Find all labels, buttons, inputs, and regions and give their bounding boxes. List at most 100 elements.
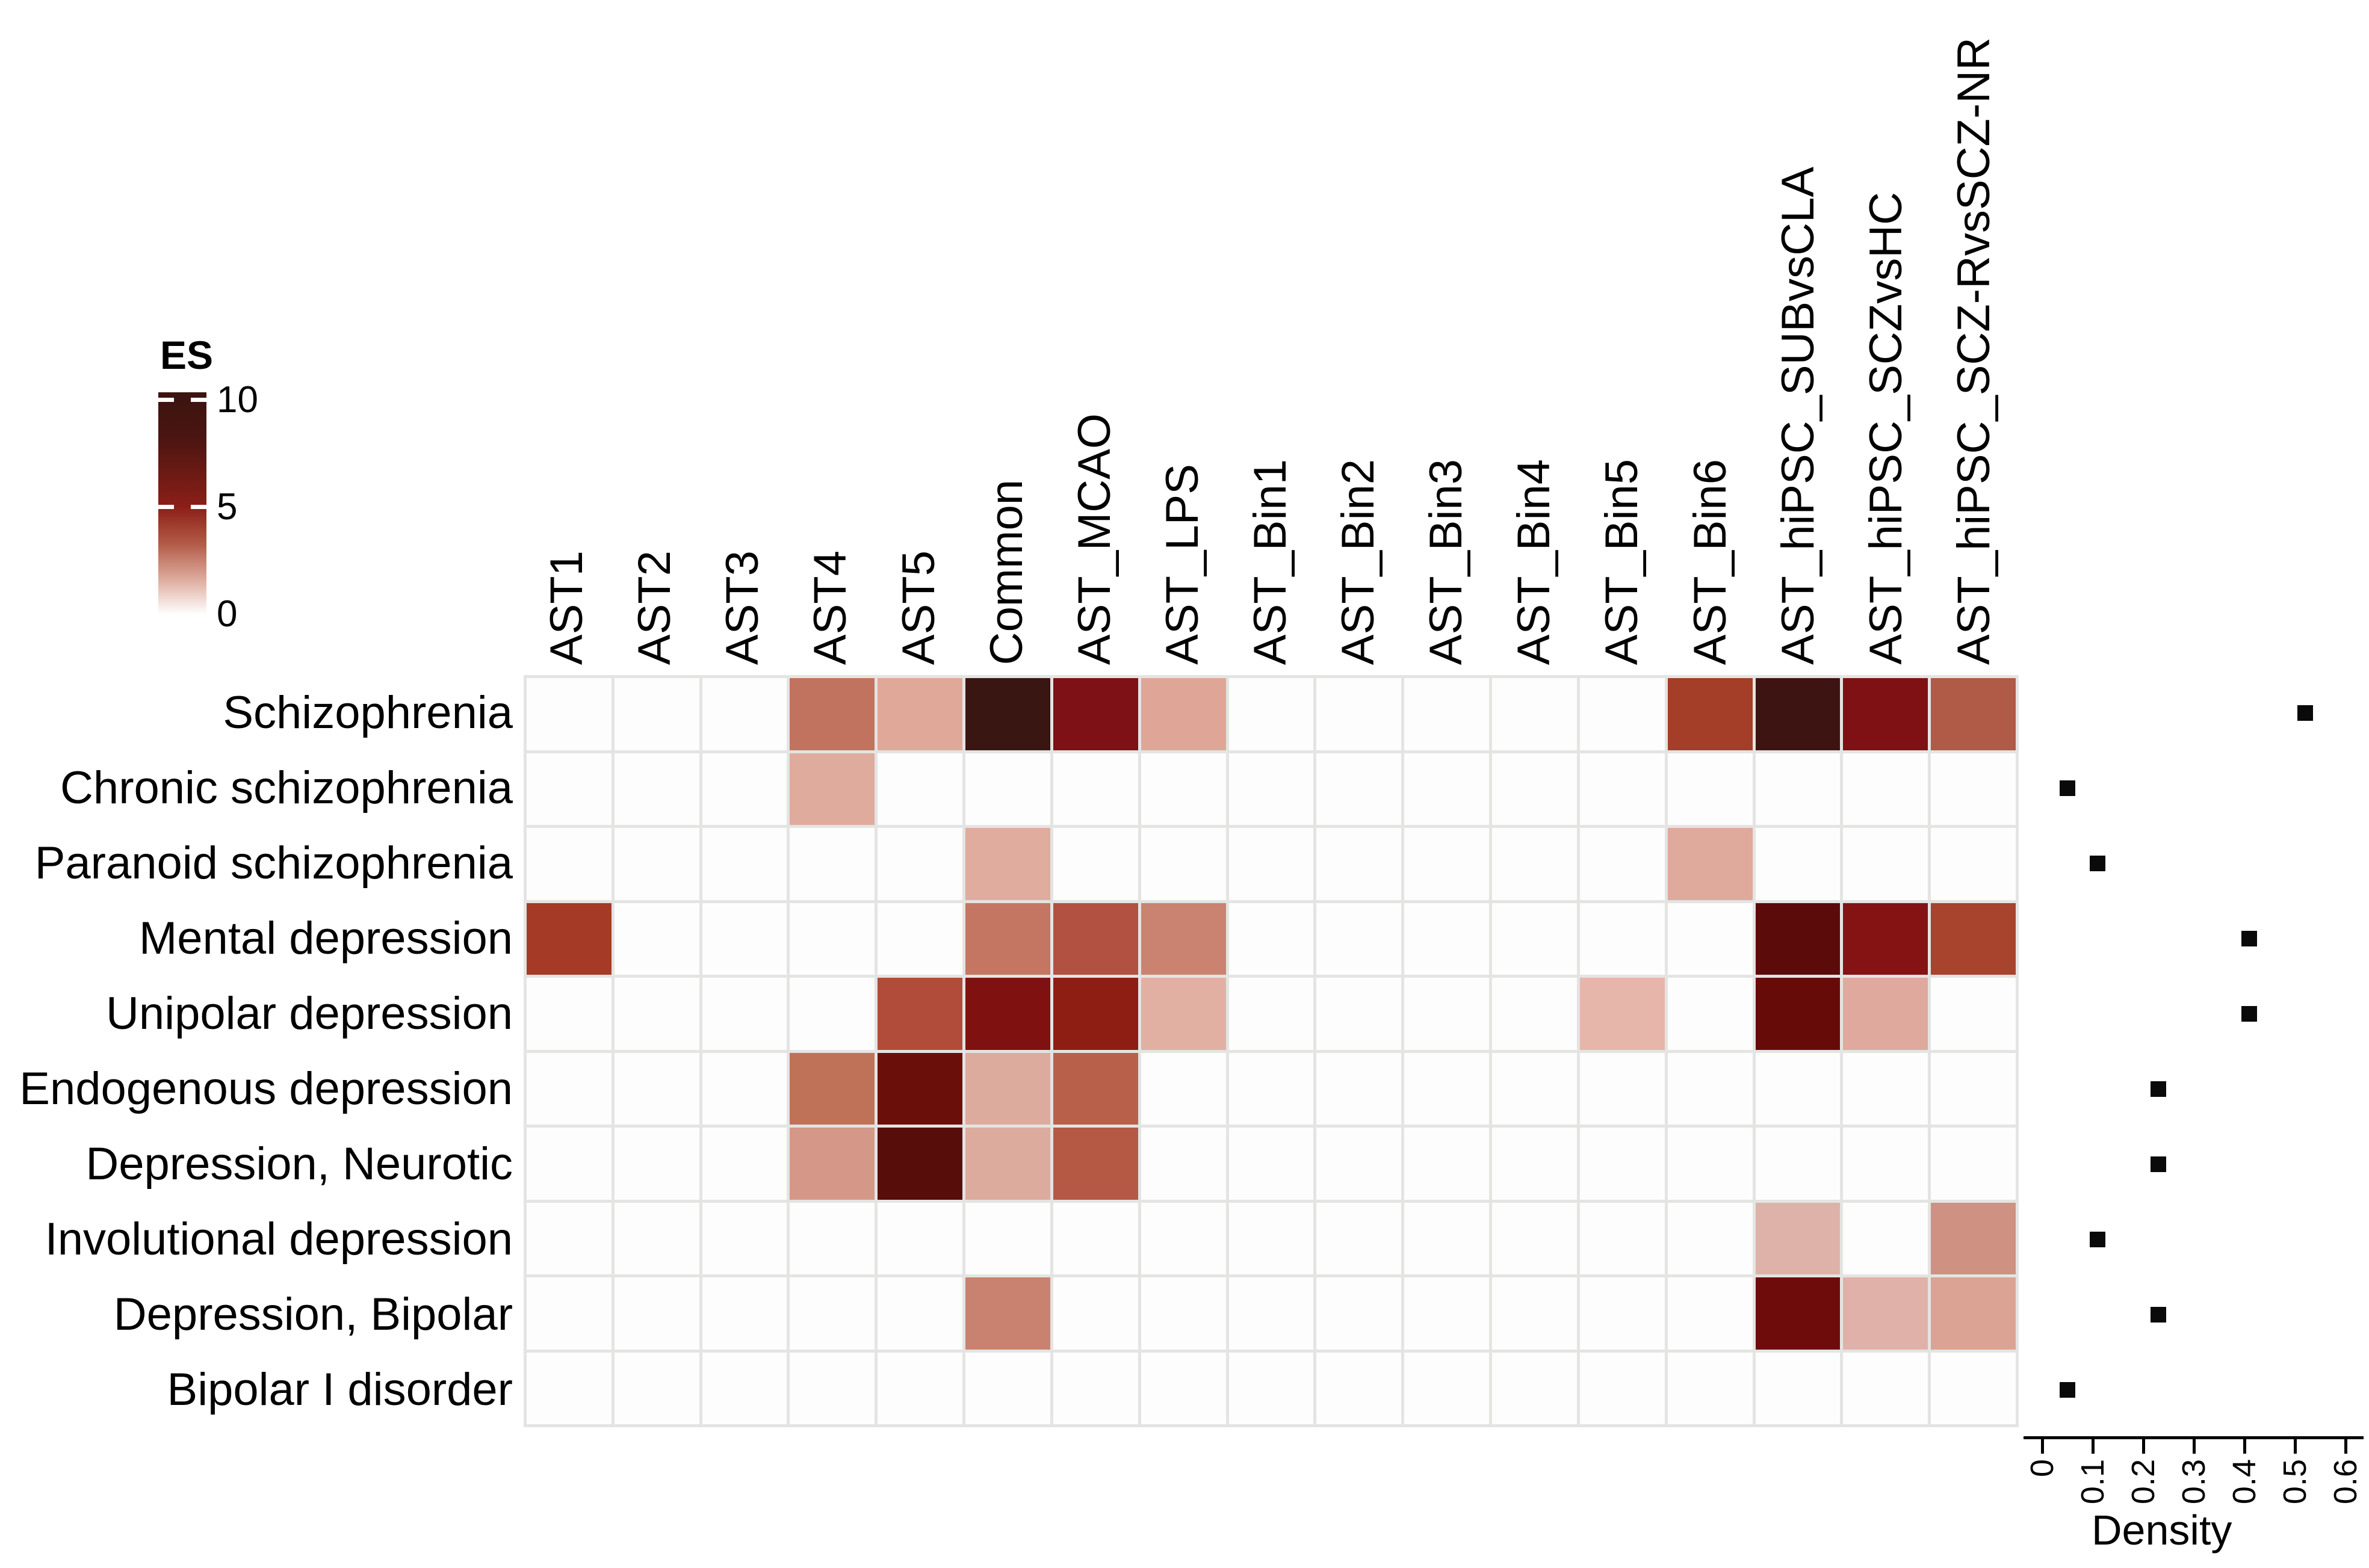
heatmap-cell [1404, 828, 1490, 900]
heatmap-cell [1316, 1128, 1402, 1200]
heatmap-cell [1755, 978, 1841, 1050]
heatmap-cell [1931, 903, 2016, 975]
heatmap-cell [1755, 1277, 1841, 1350]
heatmap-cell [1053, 1202, 1138, 1274]
heatmap-cell [1228, 1202, 1314, 1274]
heatmap-cell [878, 1202, 963, 1274]
heatmap-cell [1843, 753, 1928, 825]
heatmap-cell [1228, 903, 1314, 975]
density-axis [2024, 1436, 2364, 1439]
heatmap-cell [790, 753, 875, 825]
heatmap-cell [527, 1128, 612, 1200]
heatmap-cell [1141, 1277, 1226, 1350]
density-point [2241, 930, 2258, 946]
heatmap-cell [702, 828, 787, 900]
column-label: AST_Bin2 [1333, 458, 1384, 665]
row-label: Paranoid schizophrenia [34, 837, 513, 889]
heatmap-cell [965, 1202, 1050, 1274]
heatmap-cell [1755, 678, 1841, 750]
heatmap-cell [1404, 1128, 1490, 1200]
density-point [2151, 1081, 2167, 1097]
density-tick [2092, 1438, 2095, 1454]
heatmap-cell [1316, 978, 1402, 1050]
heatmap-cell [1579, 1128, 1665, 1200]
heatmap-cell [1053, 1352, 1138, 1424]
heatmap-cell [1141, 1202, 1226, 1274]
row-label: Unipolar depression [106, 987, 513, 1039]
heatmap-cell [790, 978, 875, 1050]
heatmap-cell [527, 1277, 612, 1350]
heatmap-cell [702, 1202, 787, 1274]
heatmap-cell [965, 1052, 1050, 1125]
legend-tick-mark [191, 397, 206, 402]
column-label: AST_Bin3 [1420, 458, 1472, 665]
row-label: Schizophrenia [223, 687, 513, 738]
heatmap-cell [1053, 828, 1138, 900]
heatmap-cell [527, 678, 612, 750]
heatmap-cell [1053, 1128, 1138, 1200]
heatmap-cell [1843, 1352, 1928, 1424]
column-label: AST_Bin5 [1596, 458, 1648, 665]
heatmap-cell [1843, 828, 1928, 900]
heatmap-cell [1931, 1128, 2016, 1200]
heatmap-cell [614, 1352, 699, 1424]
heatmap-cell [527, 828, 612, 900]
heatmap-cell [1492, 753, 1577, 825]
heatmap-cell [878, 1352, 963, 1424]
legend-tick-mark [191, 505, 206, 510]
row-label: Depression, Neurotic [85, 1138, 513, 1190]
heatmap-cell [1755, 1128, 1841, 1200]
heatmap-cell [1843, 1277, 1928, 1350]
row-label: Depression, Bipolar [113, 1288, 513, 1340]
heatmap-cell [790, 678, 875, 750]
legend-tick-label: 5 [217, 486, 238, 528]
heatmap-cell [1404, 678, 1490, 750]
legend-title: ES [160, 333, 214, 377]
heatmap-cell [1228, 678, 1314, 750]
heatmap-cell [1228, 753, 1314, 825]
heatmap-cell [1492, 903, 1577, 975]
heatmap-cell [1667, 978, 1753, 1050]
heatmap-cell [1579, 903, 1665, 975]
density-axis-label: Density [2092, 1507, 2232, 1554]
row-label: Mental depression [138, 912, 513, 964]
heatmap-cell [1492, 678, 1577, 750]
heatmap-cell [1755, 1352, 1841, 1424]
heatmap-cell [614, 903, 699, 975]
heatmap-cell [1228, 1352, 1314, 1424]
heatmap-cell [1492, 1277, 1577, 1350]
heatmap-cell [1053, 903, 1138, 975]
heatmap-cell [1053, 678, 1138, 750]
heatmap-cell [1931, 753, 2016, 825]
heatmap-cell [1579, 978, 1665, 1050]
heatmap-cell [614, 1277, 699, 1350]
heatmap-cell [1404, 1277, 1490, 1350]
heatmap-cell [614, 753, 699, 825]
heatmap-cell [1843, 1128, 1928, 1200]
heatmap-cell [1667, 1052, 1753, 1125]
heatmap-cell [878, 1128, 963, 1200]
density-tick [2294, 1438, 2297, 1454]
heatmap-cell [1404, 978, 1490, 1050]
heatmap-cell [614, 1202, 699, 1274]
density-tick-label: 0.3 [2176, 1459, 2212, 1505]
legend-tick-label: 0 [217, 593, 238, 635]
column-label: AST3 [717, 550, 769, 665]
density-tick [2243, 1438, 2246, 1454]
density-tick-label: 0.6 [2327, 1459, 2364, 1505]
heatmap-cell [790, 1052, 875, 1125]
heatmap-cell [527, 1052, 612, 1125]
heatmap-cell [614, 678, 699, 750]
heatmap-cell [1579, 1277, 1665, 1350]
heatmap-cell [1579, 678, 1665, 750]
heatmap-cell [527, 1352, 612, 1424]
heatmap-cell [1316, 753, 1402, 825]
heatmap-cell [1141, 678, 1226, 750]
column-label: AST_hiPSC_SCZ-RvsSCZ-NR [1948, 37, 1999, 665]
density-tick-label: 0.2 [2125, 1459, 2161, 1505]
heatmap-cell [1843, 903, 1928, 975]
heatmap-cell [1228, 1277, 1314, 1350]
heatmap-cell [965, 828, 1050, 900]
heatmap-cell [1141, 903, 1226, 975]
